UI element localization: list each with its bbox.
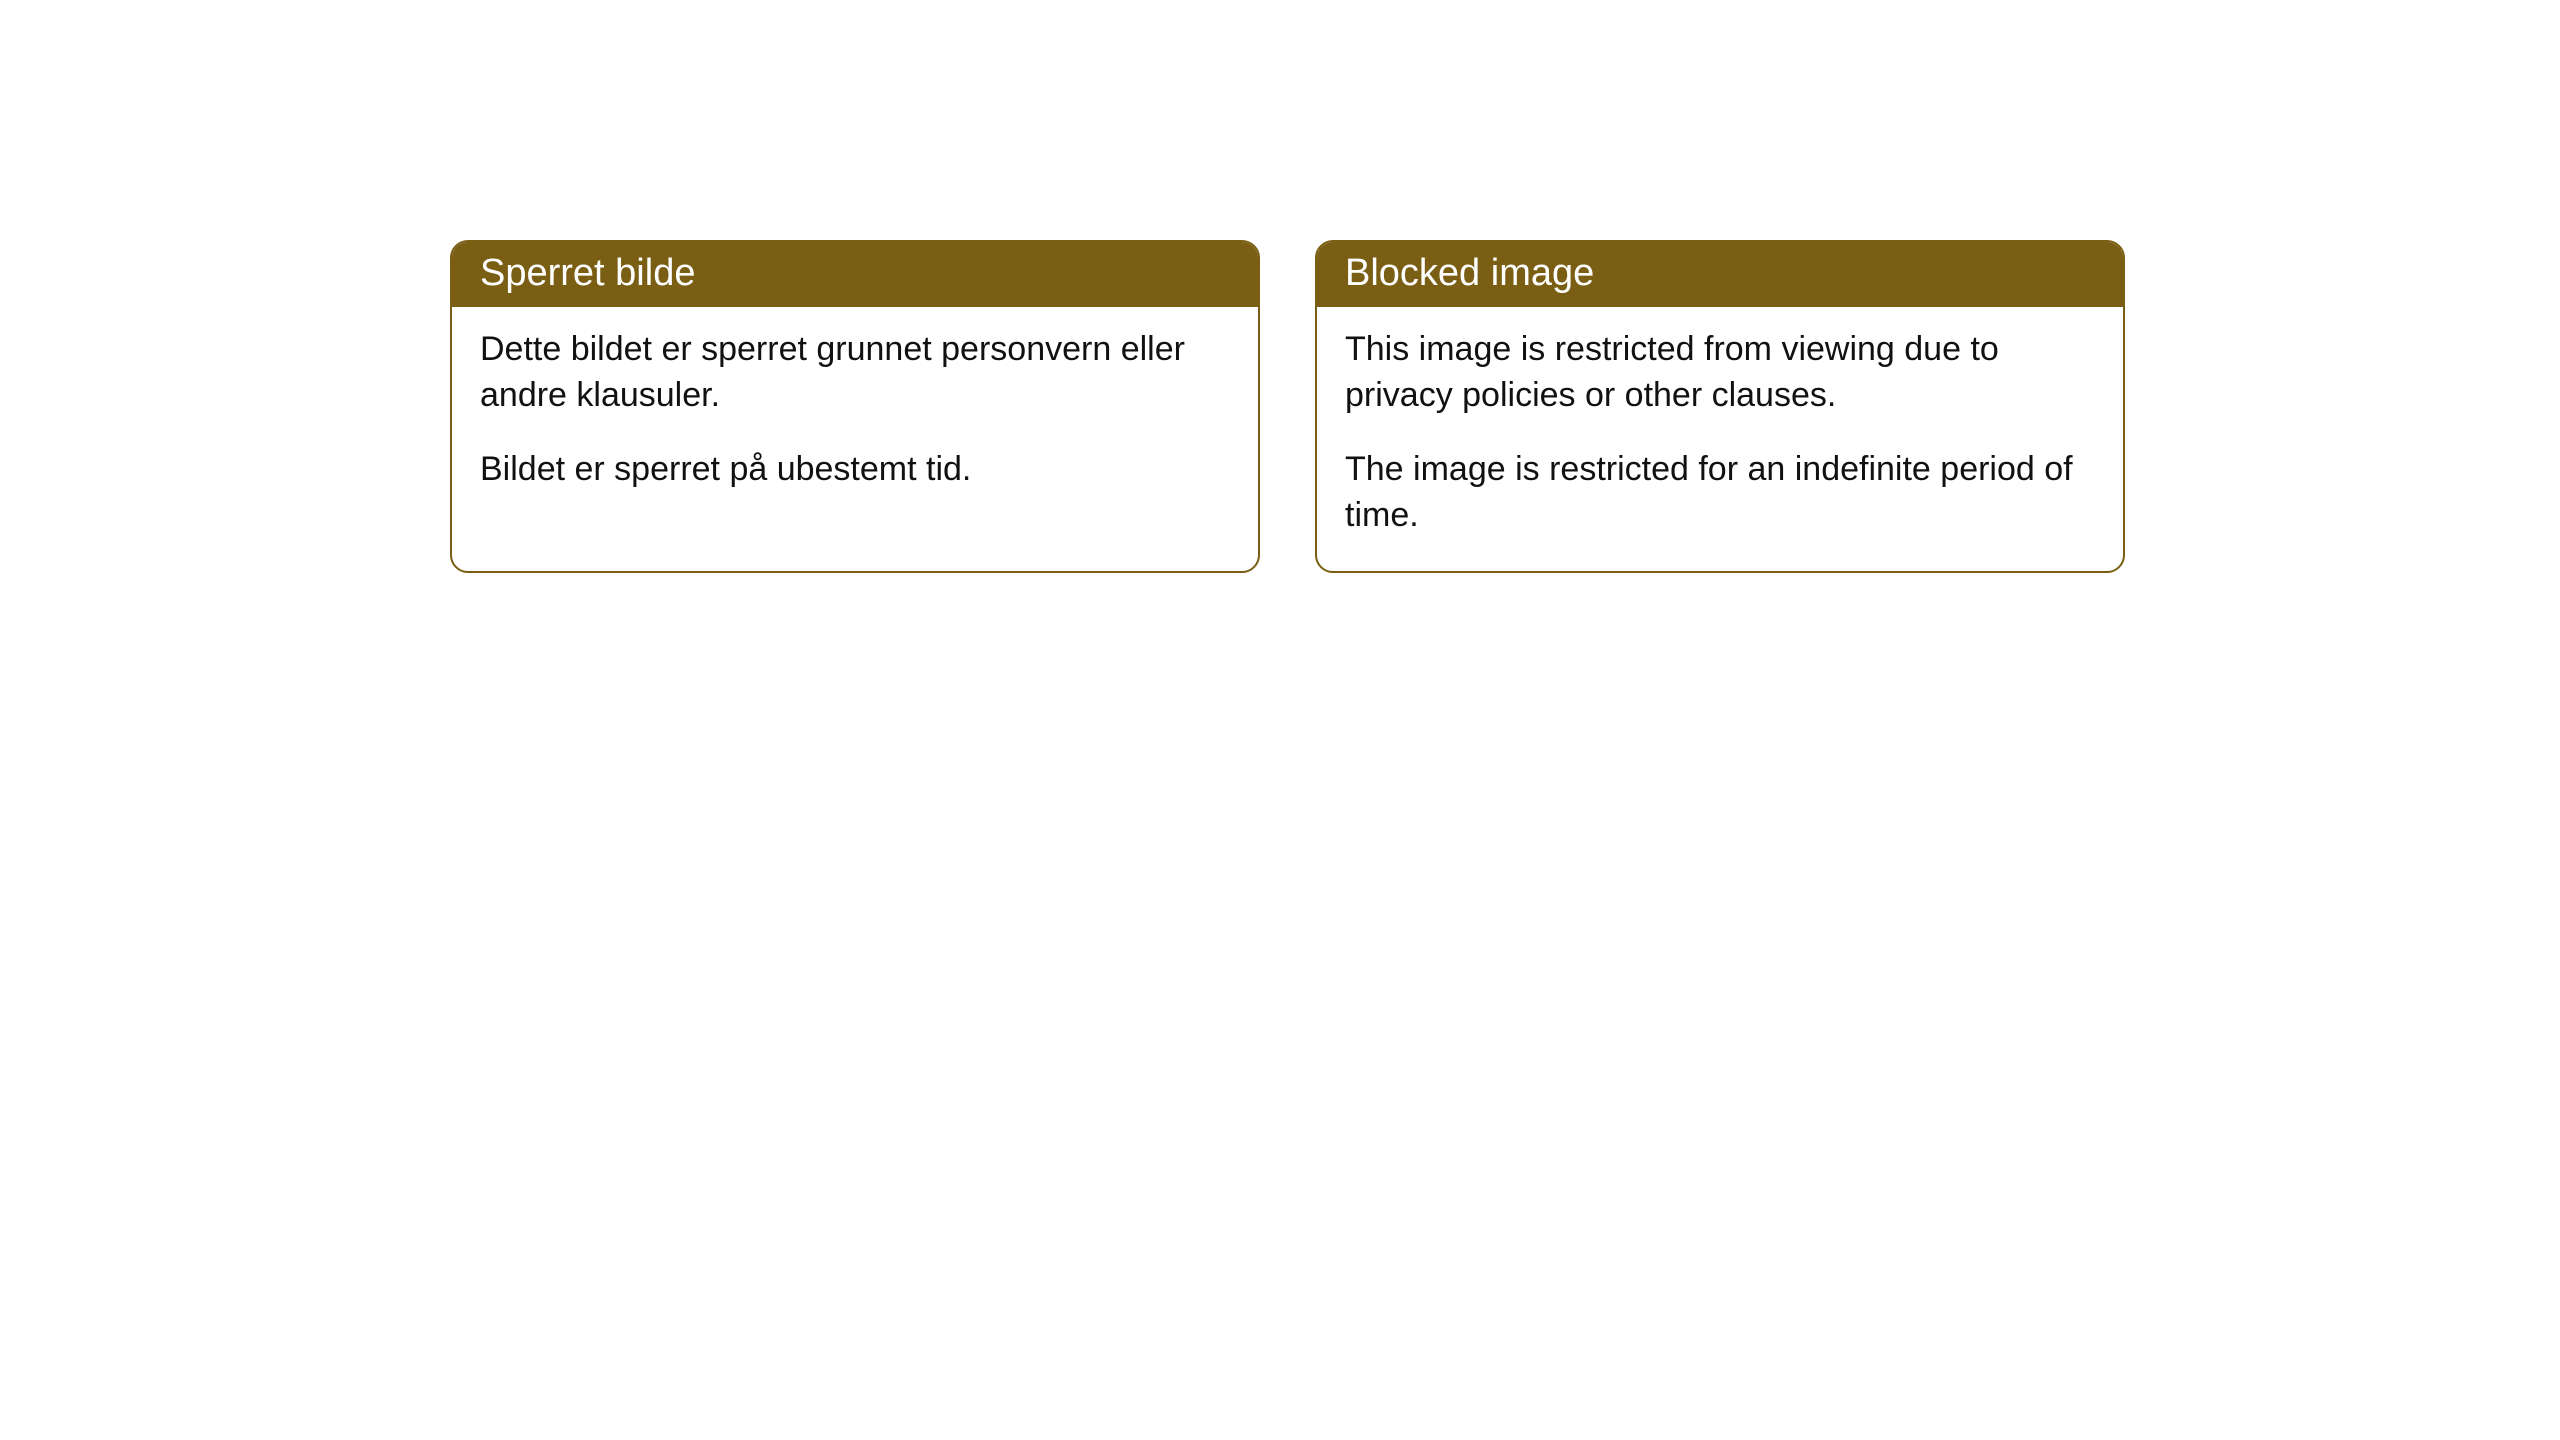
notice-header: Blocked image — [1317, 242, 2123, 307]
notice-paragraph-1: This image is restricted from viewing du… — [1345, 327, 2095, 419]
notice-card-english: Blocked image This image is restricted f… — [1315, 240, 2125, 573]
notice-paragraph-2: Bildet er sperret på ubestemt tid. — [480, 447, 1230, 493]
notice-header: Sperret bilde — [452, 242, 1258, 307]
notice-body: This image is restricted from viewing du… — [1317, 307, 2123, 571]
notice-card-norwegian: Sperret bilde Dette bildet er sperret gr… — [450, 240, 1260, 573]
notice-paragraph-1: Dette bildet er sperret grunnet personve… — [480, 327, 1230, 419]
notice-body: Dette bildet er sperret grunnet personve… — [452, 307, 1258, 525]
notice-cards-container: Sperret bilde Dette bildet er sperret gr… — [450, 240, 2125, 573]
notice-paragraph-2: The image is restricted for an indefinit… — [1345, 447, 2095, 539]
